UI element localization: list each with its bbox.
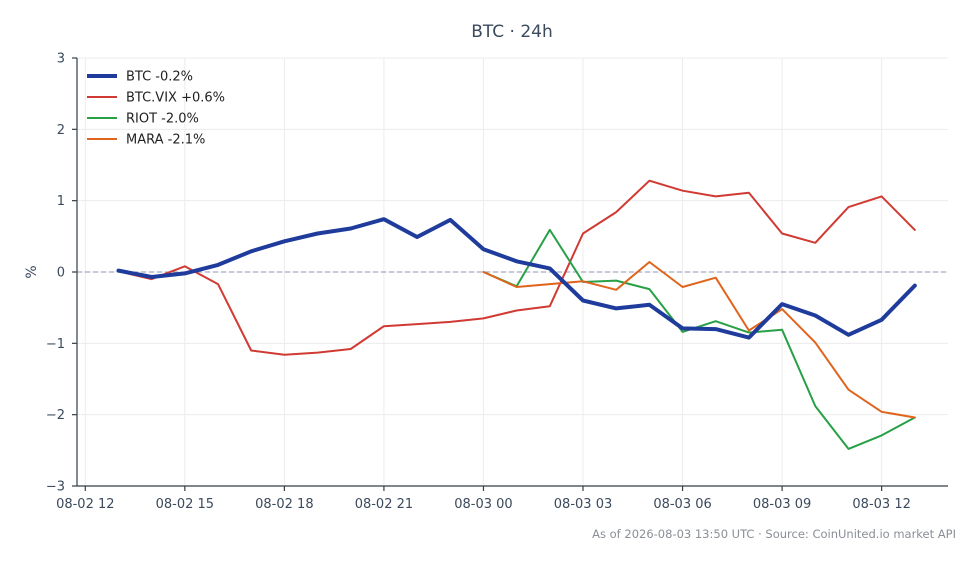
series-lines — [116, 179, 917, 450]
y-tick-label: 0 — [57, 266, 65, 281]
y-tick-label: 2 — [57, 123, 65, 138]
legend-label: BTC.VIX +0.6% — [126, 91, 225, 106]
axes: 3 2 1 0 −1 −2 −3 08-02 12 08-02 15 08-02 18 08-02 … — [46, 52, 948, 512]
y-tick-label: −1 — [46, 337, 65, 352]
series-line-btc — [116, 217, 917, 340]
series-line-mara — [482, 261, 916, 419]
y-tick-label: −3 — [46, 480, 65, 495]
x-tick-label: 08-02 12 — [56, 497, 114, 512]
legend-label: RIOT -2.0% — [126, 112, 199, 127]
chart-title: BTC · 24h — [471, 22, 553, 42]
legend-label: BTC -0.2% — [126, 70, 193, 85]
y-tick-label: −2 — [46, 408, 65, 423]
x-tick-label: 08-02 21 — [355, 497, 413, 512]
legend-label: MARA -2.1% — [126, 133, 205, 148]
x-tick-label: 08-03 00 — [454, 497, 512, 512]
source-note: As of 2026-08-03 13:50 UTC · Source: Coi… — [592, 527, 956, 541]
y-tick-label: 3 — [57, 52, 65, 67]
y-axis-label: % — [24, 265, 40, 278]
x-tick-label: 08-02 18 — [255, 497, 313, 512]
legend: BTC -0.2% BTC.VIX +0.6% RIOT -2.0% MARA -2.… — [87, 70, 225, 148]
y-tick-label: 1 — [57, 194, 65, 209]
x-tick-label: 08-03 09 — [753, 497, 811, 512]
x-tick-label: 08-03 12 — [852, 497, 910, 512]
x-tick-label: 08-02 15 — [156, 497, 214, 512]
x-tick-label: 08-03 03 — [554, 497, 612, 512]
x-tick-label: 08-03 06 — [653, 497, 711, 512]
series-line-riot — [482, 228, 916, 450]
series-line-btc-vix — [117, 179, 916, 356]
